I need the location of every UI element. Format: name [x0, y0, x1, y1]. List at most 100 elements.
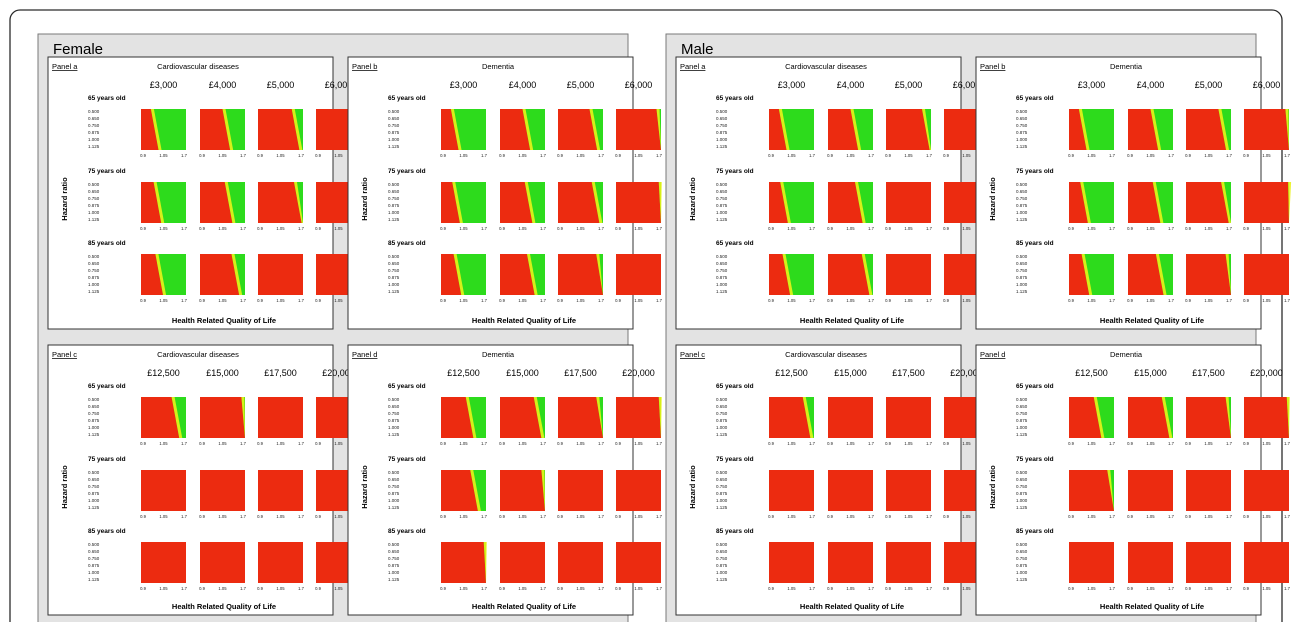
heatmap-tile [258, 397, 303, 438]
x-tick-label: 1.7 [540, 226, 546, 231]
tile-red-region [558, 542, 603, 583]
y-tick-label: 0.750 [716, 196, 728, 201]
x-tick-label: 1.7 [926, 226, 932, 231]
x-tick-label: 1.7 [240, 226, 246, 231]
x-tick-label: 0.9 [615, 226, 621, 231]
y-tick-label: 1.000 [88, 498, 100, 503]
x-tick-label: 0.9 [315, 441, 321, 446]
tile-transition-band [596, 254, 603, 295]
tile-red-region [1244, 397, 1289, 438]
heatmap-tile [441, 397, 486, 438]
heatmap-tile [1069, 109, 1114, 150]
x-tick-label: 1.05 [576, 586, 585, 591]
tile-green-region [150, 109, 186, 150]
y-tick-label: 1.000 [88, 570, 100, 575]
x-tick-label: 1.7 [540, 586, 546, 591]
cost-header: £4,000 [837, 80, 865, 90]
cost-header: £15,000 [834, 368, 867, 378]
x-tick-label: 1.7 [481, 441, 487, 446]
heatmap-tile [1186, 109, 1231, 150]
cost-header: £12,500 [1075, 368, 1108, 378]
heatmap-tile [886, 542, 931, 583]
x-axis-label: Health Related Quality of Life [1100, 602, 1204, 611]
y-tick-label: 1.000 [388, 425, 400, 430]
tile-red-region [616, 470, 661, 511]
tile-transition-band [483, 542, 487, 583]
x-tick-label: 1.7 [240, 298, 246, 303]
x-tick-label: 0.9 [1127, 226, 1133, 231]
cost-header: £6,000 [625, 80, 653, 90]
x-tick-label: 0.9 [943, 441, 949, 446]
x-tick-label: 1.05 [518, 298, 527, 303]
heatmap-tile [200, 254, 245, 295]
x-tick-label: 0.9 [615, 153, 621, 158]
y-tick-label: 1.000 [1016, 137, 1028, 142]
x-axis-label: Health Related Quality of Life [472, 602, 576, 611]
x-tick-label: 1.05 [276, 226, 285, 231]
x-tick-label: 1.05 [218, 153, 227, 158]
tile-red-region [1244, 542, 1289, 583]
cost-header: £6,000 [953, 80, 981, 90]
x-tick-label: 1.05 [904, 298, 913, 303]
y-axis-label: Hazard ratio [60, 465, 69, 509]
x-tick-label: 0.9 [1127, 298, 1133, 303]
x-tick-label: 1.05 [634, 441, 643, 446]
x-tick-label: 0.9 [140, 586, 146, 591]
x-tick-label: 1.7 [926, 514, 932, 519]
cost-header: £4,000 [1137, 80, 1165, 90]
y-tick-label: 0.650 [88, 477, 100, 482]
x-tick-label: 1.05 [459, 153, 468, 158]
y-tick-label: 0.875 [1016, 418, 1028, 423]
x-tick-label: 1.7 [598, 586, 604, 591]
x-tick-label: 1.05 [276, 586, 285, 591]
x-tick-label: 1.05 [1262, 441, 1271, 446]
heatmap-tile [558, 542, 603, 583]
heatmap-tile [886, 470, 931, 511]
x-tick-label: 1.05 [962, 298, 971, 303]
x-tick-label: 0.9 [1185, 441, 1191, 446]
y-tick-label: 1.125 [1016, 432, 1028, 437]
heatmap-tile [886, 254, 931, 295]
panel-panel-d: Panel d Dementia£12,500 £15,000 £17,500 £20,… [975, 344, 1291, 616]
y-tick-label: 0.500 [388, 182, 400, 187]
y-tick-label: 0.650 [388, 261, 400, 266]
x-axis-label: Health Related Quality of Life [1100, 316, 1204, 325]
x-tick-label: 1.05 [846, 586, 855, 591]
x-tick-label: 0.9 [768, 226, 774, 231]
heatmap-tile [200, 182, 245, 223]
x-tick-label: 1.7 [298, 586, 304, 591]
cost-header: £20,000 [1250, 368, 1283, 378]
heatmap-tile [769, 182, 814, 223]
x-tick-label: 0.9 [1068, 226, 1074, 231]
panel-label: Panel a [680, 62, 706, 71]
y-tick-label: 0.500 [388, 542, 400, 547]
heatmap-tile [258, 470, 303, 511]
heatmap-tile [1128, 397, 1173, 438]
tile-red-region [1244, 109, 1289, 150]
heatmap-tile [828, 542, 873, 583]
x-tick-label: 1.05 [334, 153, 343, 158]
tile-green-region [1152, 182, 1173, 223]
x-tick-label: 1.05 [787, 298, 796, 303]
tile-red-region [558, 470, 603, 511]
tile-transition-band [527, 254, 538, 295]
x-tick-label: 1.05 [334, 226, 343, 231]
y-tick-label: 0.875 [716, 203, 728, 208]
x-tick-label: 1.05 [1087, 153, 1096, 158]
y-tick-label: 0.875 [1016, 203, 1028, 208]
x-tick-label: 0.9 [140, 298, 146, 303]
x-tick-label: 1.7 [181, 586, 187, 591]
x-tick-label: 1.7 [926, 586, 932, 591]
x-tick-label: 1.7 [1284, 514, 1290, 519]
heatmap-tile [1244, 182, 1292, 223]
cost-header: £17,500 [1192, 368, 1225, 378]
x-tick-label: 0.9 [1243, 586, 1249, 591]
y-tick-label: 0.650 [1016, 477, 1028, 482]
cost-header: £20,000 [622, 368, 655, 378]
x-tick-label: 1.7 [1284, 153, 1290, 158]
heatmap-tile [258, 254, 303, 295]
tile-green-region [522, 109, 545, 150]
cost-header: £17,500 [892, 368, 925, 378]
x-tick-label: 1.05 [846, 226, 855, 231]
